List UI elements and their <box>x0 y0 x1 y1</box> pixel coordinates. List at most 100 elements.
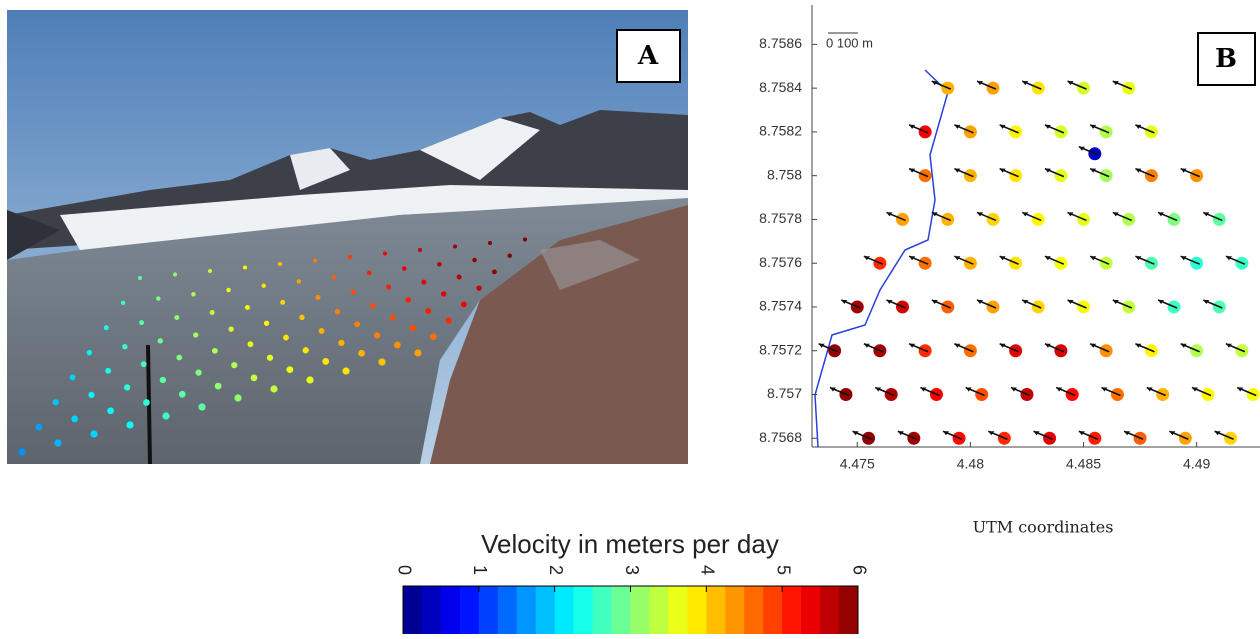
arrow-head <box>852 431 859 436</box>
velocity-dot <box>174 315 180 321</box>
velocity-dot <box>226 287 231 293</box>
panel-label: A <box>637 41 659 71</box>
arrow-head <box>1203 212 1210 217</box>
arrow-head <box>1112 212 1119 217</box>
velocity-dot <box>120 300 126 306</box>
velocity-dot <box>159 376 167 384</box>
arrow-head <box>1225 256 1232 261</box>
colorbar-band <box>403 586 423 636</box>
arrow-head <box>954 168 961 173</box>
colorbar-band <box>706 586 726 636</box>
colorbar-band <box>744 586 764 636</box>
velocity-dot <box>263 320 270 326</box>
colorbar <box>403 586 859 636</box>
arrow-head <box>1237 387 1244 392</box>
colorbar-band <box>668 586 688 636</box>
velocity-dot <box>178 390 186 398</box>
colorbar-band <box>687 586 707 636</box>
velocity-dot <box>35 423 43 431</box>
colorbar-band <box>459 586 480 636</box>
colorbar-band <box>592 586 613 636</box>
velocity-dot <box>88 391 95 398</box>
scale-bar-label: 0 100 m <box>826 35 873 50</box>
arrow-head <box>1203 299 1210 304</box>
colorbar-band <box>725 586 745 636</box>
arrow-head <box>999 343 1006 348</box>
colorbar-band <box>421 586 442 636</box>
colorbar-band <box>649 586 669 636</box>
velocity-dot <box>18 448 26 456</box>
velocity-dot <box>306 376 314 384</box>
colorbar-tick-label: 4 <box>698 565 718 575</box>
y-tick-label: 8.7574 <box>759 298 802 314</box>
velocity-dot <box>405 297 411 303</box>
colorbar-tick-label: 0 <box>394 565 414 575</box>
panel-label-box <box>1197 32 1256 86</box>
y-tick-label: 8.7586 <box>759 35 802 51</box>
velocity-dot <box>491 269 497 275</box>
velocity-dot <box>266 354 274 361</box>
velocity-dot <box>418 248 422 252</box>
arrow-head <box>965 387 972 392</box>
velocity-dot <box>354 321 361 328</box>
arrow-head <box>1180 343 1187 348</box>
velocity-dot <box>139 320 145 326</box>
velocity-dot <box>421 279 427 285</box>
arrow-head <box>909 256 916 261</box>
arrow-head <box>954 343 961 348</box>
velocity-dot <box>247 341 254 348</box>
arrow-head <box>977 299 984 304</box>
arrow-head <box>909 168 916 173</box>
velocity-dot <box>211 347 218 354</box>
velocity-dot <box>156 296 161 301</box>
velocity-dot <box>90 430 98 438</box>
arrow-head <box>1158 212 1165 217</box>
arrow-head <box>1078 431 1085 436</box>
arrow-head <box>1225 343 1232 348</box>
velocity-dot <box>270 385 278 393</box>
arrow-head <box>977 212 984 217</box>
velocity-dot <box>358 349 365 357</box>
velocity-dot <box>350 289 356 295</box>
velocity-dot <box>173 272 177 277</box>
x-axis-label: UTM coordinates <box>973 518 1114 537</box>
y-tick-label: 8.7578 <box>759 210 802 226</box>
arrow-head <box>1180 168 1187 173</box>
arrow-head <box>1022 212 1029 217</box>
velocity-dot <box>193 332 199 338</box>
velocity-dot <box>191 292 196 297</box>
velocity-dot <box>476 285 482 291</box>
velocity-dot <box>302 347 309 354</box>
arrow-head <box>954 256 961 261</box>
velocity-dot <box>107 407 114 415</box>
x-tick-label: 4.485 <box>1066 456 1101 472</box>
velocity-dot <box>425 308 432 314</box>
velocity-dot <box>414 349 422 357</box>
arrow-head <box>1112 81 1119 86</box>
velocity-dot <box>209 310 215 315</box>
velocity-dot <box>244 304 250 310</box>
colorbar-title: Velocity in meters per day <box>481 529 779 559</box>
velocity-dot <box>122 344 128 350</box>
velocity-dot <box>286 366 294 374</box>
arrow-head <box>1101 387 1108 392</box>
arrow-head <box>897 431 904 436</box>
velocity-dot <box>523 237 527 242</box>
panel-label: B <box>1215 44 1237 74</box>
velocity-dot <box>429 333 437 341</box>
colorbar-tick-label: 5 <box>773 565 793 575</box>
arrow-head <box>1135 168 1142 173</box>
y-tick-label: 8.7568 <box>759 429 802 445</box>
velocity-dot <box>228 326 234 332</box>
arrow-head <box>1112 299 1119 304</box>
velocity-dot <box>54 439 62 447</box>
velocity-dot <box>389 314 396 321</box>
colorbar-tick-label: 2 <box>546 565 566 575</box>
arrow-head <box>1090 343 1097 348</box>
velocity-dot <box>140 361 147 368</box>
panel-label-box <box>616 29 681 83</box>
colorbar-band <box>440 586 461 636</box>
velocity-dot <box>366 270 372 276</box>
arrow-head <box>1067 299 1074 304</box>
